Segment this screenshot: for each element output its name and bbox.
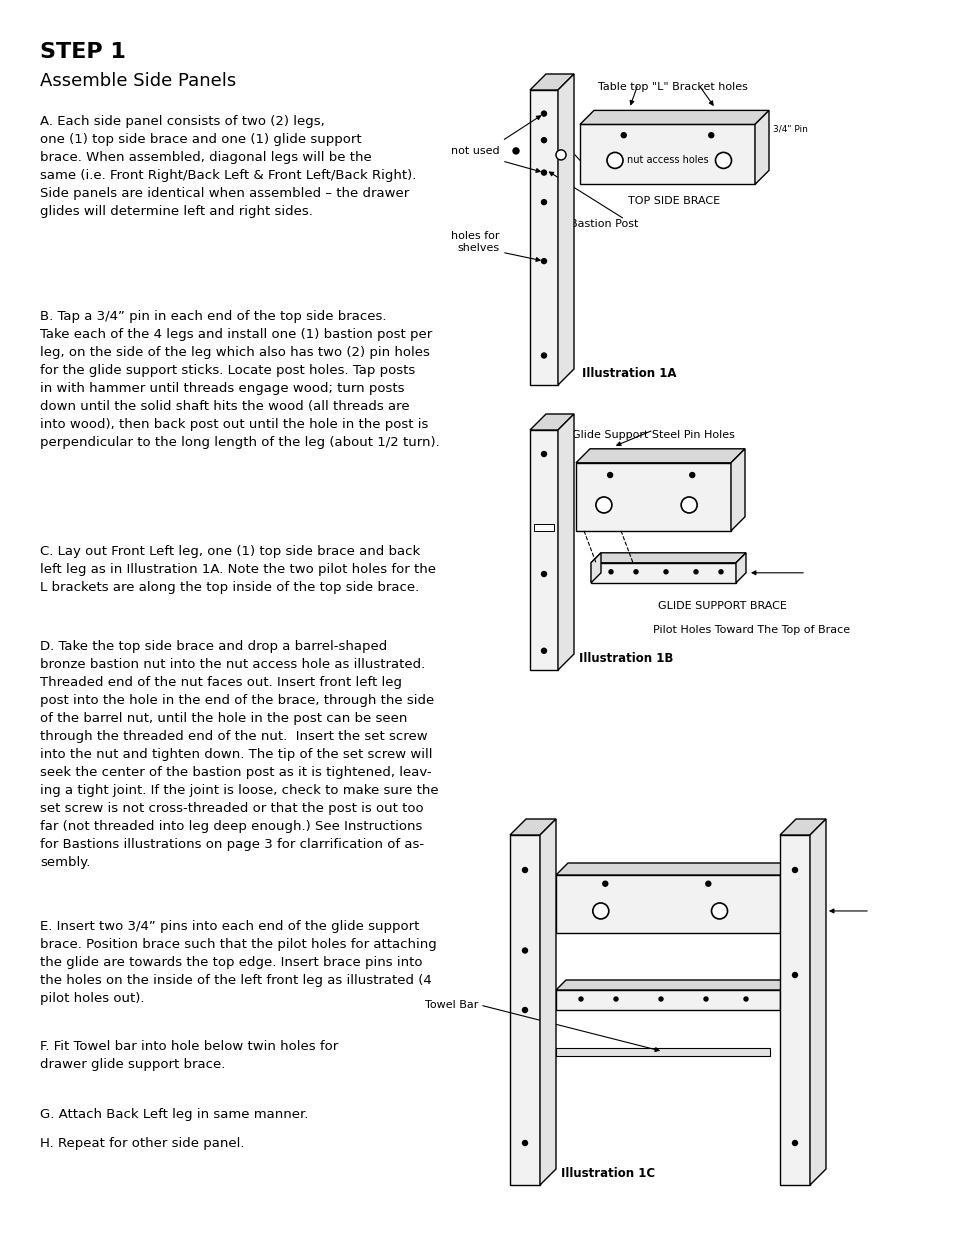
- Text: G. Attach Back Left leg in same manner.: G. Attach Back Left leg in same manner.: [40, 1108, 308, 1121]
- Polygon shape: [780, 819, 825, 835]
- Bar: [556, 990, 780, 1010]
- Circle shape: [719, 569, 722, 574]
- Text: TOP SIDE BRACE: TOP SIDE BRACE: [628, 196, 720, 206]
- Bar: [576, 463, 730, 531]
- Circle shape: [792, 972, 797, 977]
- Polygon shape: [558, 74, 574, 385]
- Circle shape: [602, 882, 607, 887]
- Circle shape: [792, 867, 797, 872]
- Circle shape: [541, 137, 546, 143]
- Circle shape: [792, 1140, 797, 1146]
- Text: H. Repeat for other side panel.: H. Repeat for other side panel.: [40, 1137, 244, 1150]
- Text: Illustration 1B: Illustration 1B: [578, 652, 673, 664]
- Text: Towel Bar: Towel Bar: [424, 1000, 477, 1010]
- Circle shape: [556, 149, 565, 159]
- Circle shape: [522, 948, 527, 953]
- Polygon shape: [539, 819, 556, 1186]
- Circle shape: [634, 569, 638, 574]
- Bar: [510, 835, 539, 1186]
- Text: B. Tap a 3/4” pin in each end of the top side braces.
Take each of the 4 legs an: B. Tap a 3/4” pin in each end of the top…: [40, 310, 439, 450]
- Polygon shape: [754, 110, 768, 184]
- Circle shape: [541, 572, 546, 577]
- Circle shape: [522, 1140, 527, 1146]
- Bar: [780, 835, 809, 1186]
- Circle shape: [680, 496, 697, 513]
- Text: GLIDE SUPPORT BRACE: GLIDE SUPPORT BRACE: [658, 600, 786, 611]
- Circle shape: [541, 200, 546, 205]
- Bar: [530, 90, 558, 385]
- Circle shape: [663, 569, 667, 574]
- Bar: [556, 1047, 769, 1056]
- Circle shape: [659, 997, 662, 1002]
- Polygon shape: [590, 553, 600, 583]
- Circle shape: [541, 452, 546, 457]
- Circle shape: [708, 132, 713, 137]
- Circle shape: [541, 111, 546, 116]
- Circle shape: [711, 903, 727, 919]
- Circle shape: [513, 148, 518, 154]
- Polygon shape: [556, 863, 791, 876]
- Text: holes for
shelves: holes for shelves: [451, 231, 499, 253]
- Polygon shape: [576, 448, 744, 463]
- Text: Assemble Side Panels: Assemble Side Panels: [40, 72, 236, 90]
- Text: nut access holes: nut access holes: [626, 156, 707, 165]
- Text: Illustration 1A: Illustration 1A: [581, 367, 676, 380]
- Text: STEP 1: STEP 1: [40, 42, 126, 62]
- Circle shape: [614, 997, 618, 1002]
- Circle shape: [715, 152, 731, 168]
- Text: E. Insert two 3/4” pins into each end of the glide support
brace. Position brace: E. Insert two 3/4” pins into each end of…: [40, 920, 436, 1005]
- Polygon shape: [730, 448, 744, 531]
- Polygon shape: [579, 110, 768, 125]
- Text: D. Take the top side brace and drop a barrel-shaped
bronze bastion nut into the : D. Take the top side brace and drop a ba…: [40, 640, 438, 869]
- Bar: [579, 125, 754, 184]
- Circle shape: [578, 997, 582, 1002]
- Polygon shape: [735, 553, 745, 583]
- Text: 3/4" Pin: 3/4" Pin: [772, 125, 807, 133]
- Text: Glide Support Steel Pin Holes: Glide Support Steel Pin Holes: [572, 430, 734, 440]
- Polygon shape: [530, 414, 574, 430]
- Bar: [530, 430, 558, 671]
- Polygon shape: [510, 819, 556, 835]
- Text: Table top "L" Bracket holes: Table top "L" Bracket holes: [598, 82, 747, 91]
- Text: F. Fit Towel bar into hole below twin holes for
drawer glide support brace.: F. Fit Towel bar into hole below twin ho…: [40, 1040, 338, 1071]
- Text: Illustration 1C: Illustration 1C: [560, 1167, 655, 1179]
- Polygon shape: [590, 553, 745, 563]
- Circle shape: [541, 170, 546, 175]
- Bar: [556, 876, 780, 932]
- Circle shape: [689, 473, 694, 478]
- Polygon shape: [530, 74, 574, 90]
- Circle shape: [541, 353, 546, 358]
- Circle shape: [620, 132, 625, 137]
- Circle shape: [608, 569, 613, 574]
- Circle shape: [522, 867, 527, 872]
- Text: not used: not used: [451, 146, 499, 156]
- Polygon shape: [558, 414, 574, 671]
- Bar: [534, 524, 554, 531]
- Polygon shape: [809, 819, 825, 1186]
- Circle shape: [596, 496, 611, 513]
- Circle shape: [541, 258, 546, 263]
- Circle shape: [693, 569, 698, 574]
- Circle shape: [607, 473, 612, 478]
- Text: Pilot Holes Toward The Top of Brace: Pilot Holes Toward The Top of Brace: [653, 625, 850, 635]
- Circle shape: [592, 903, 608, 919]
- Circle shape: [743, 997, 747, 1002]
- Polygon shape: [556, 981, 789, 990]
- Circle shape: [522, 1008, 527, 1013]
- Text: A. Each side panel consists of two (2) legs,
one (1) top side brace and one (1) : A. Each side panel consists of two (2) l…: [40, 115, 416, 219]
- Text: C. Lay out Front Left leg, one (1) top side brace and back
left leg as in Illust: C. Lay out Front Left leg, one (1) top s…: [40, 545, 436, 594]
- Circle shape: [556, 149, 565, 159]
- Circle shape: [705, 882, 710, 887]
- Circle shape: [606, 152, 622, 168]
- Bar: [590, 563, 735, 583]
- Circle shape: [703, 997, 707, 1002]
- Circle shape: [541, 648, 546, 653]
- Text: Bastion Post: Bastion Post: [569, 220, 638, 230]
